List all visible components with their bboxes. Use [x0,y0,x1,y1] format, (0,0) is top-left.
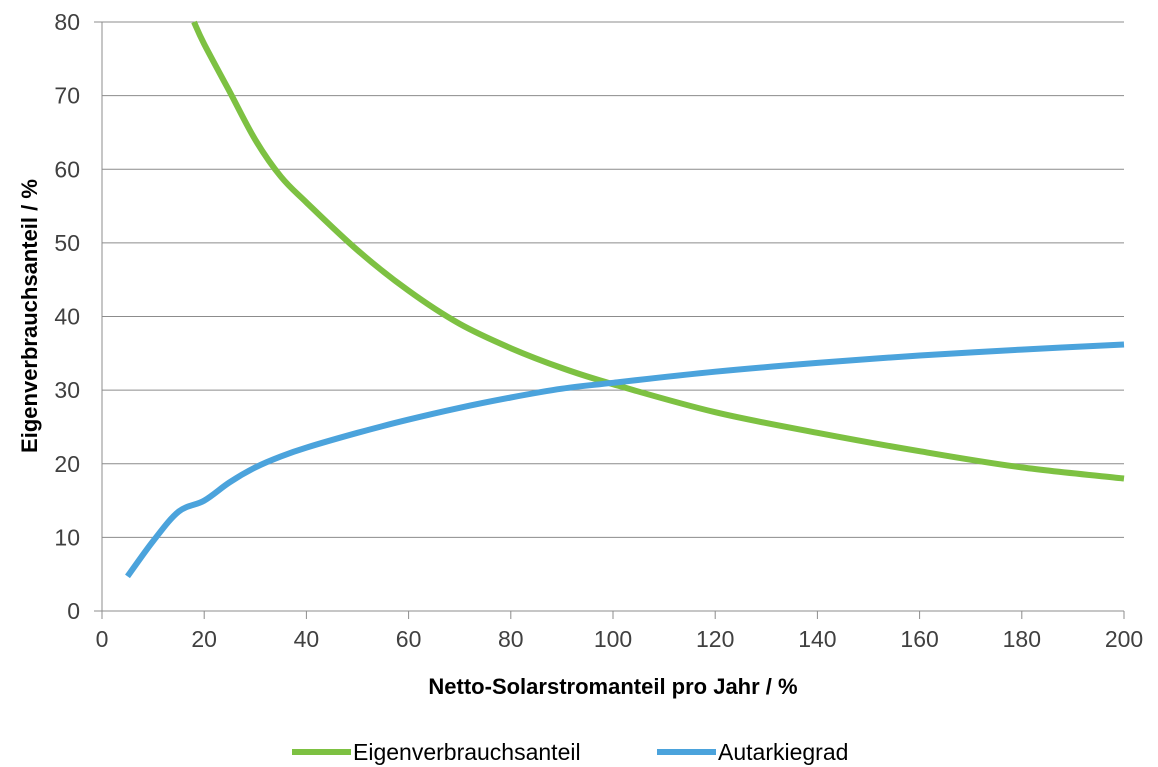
legend-label-eigenverbrauchsanteil: Eigenverbrauchsanteil [353,739,581,765]
x-tick-label: 120 [696,626,734,652]
y-tick-label: 10 [54,524,80,550]
x-axis-title: Netto-Solarstromanteil pro Jahr / % [428,674,797,699]
y-tick-label: 50 [54,230,80,256]
x-tick-label: 60 [396,626,422,652]
y-tick-label: 20 [54,451,80,477]
y-axis-title: Eigenverbrauchsanteil / % [17,179,42,453]
x-tick-label: 20 [191,626,217,652]
series-lines [125,20,1125,579]
y-tick-label: 60 [54,156,80,182]
x-tick-label: 160 [900,626,938,652]
y-tick-label: 30 [54,377,80,403]
x-tick-label: 140 [798,626,836,652]
tick-labels: 0 10 20 30 40 50 60 70 80 0 20 40 60 80 100 120 140 160 18… [54,9,1143,652]
y-tick-label: 70 [54,83,80,109]
y-tick-label: 40 [54,304,80,330]
legend-label-autarkiegrad: Autarkiegrad [718,739,848,765]
x-tick-label: 100 [594,626,632,652]
x-tick-label: 180 [1003,626,1041,652]
y-tick-label: 0 [67,598,80,624]
x-tick-label: 200 [1105,626,1143,652]
y-tick-label: 80 [54,9,80,35]
x-tick-label: 40 [294,626,320,652]
x-tick-label: 0 [96,626,109,652]
x-tick-label: 80 [498,626,524,652]
axes [94,21,1125,619]
series-line-autarkiegrad [125,341,1125,579]
series-line-eigenverbrauchsanteil [191,20,1125,482]
legend: Eigenverbrauchsanteil Autarkiegrad [292,739,848,765]
